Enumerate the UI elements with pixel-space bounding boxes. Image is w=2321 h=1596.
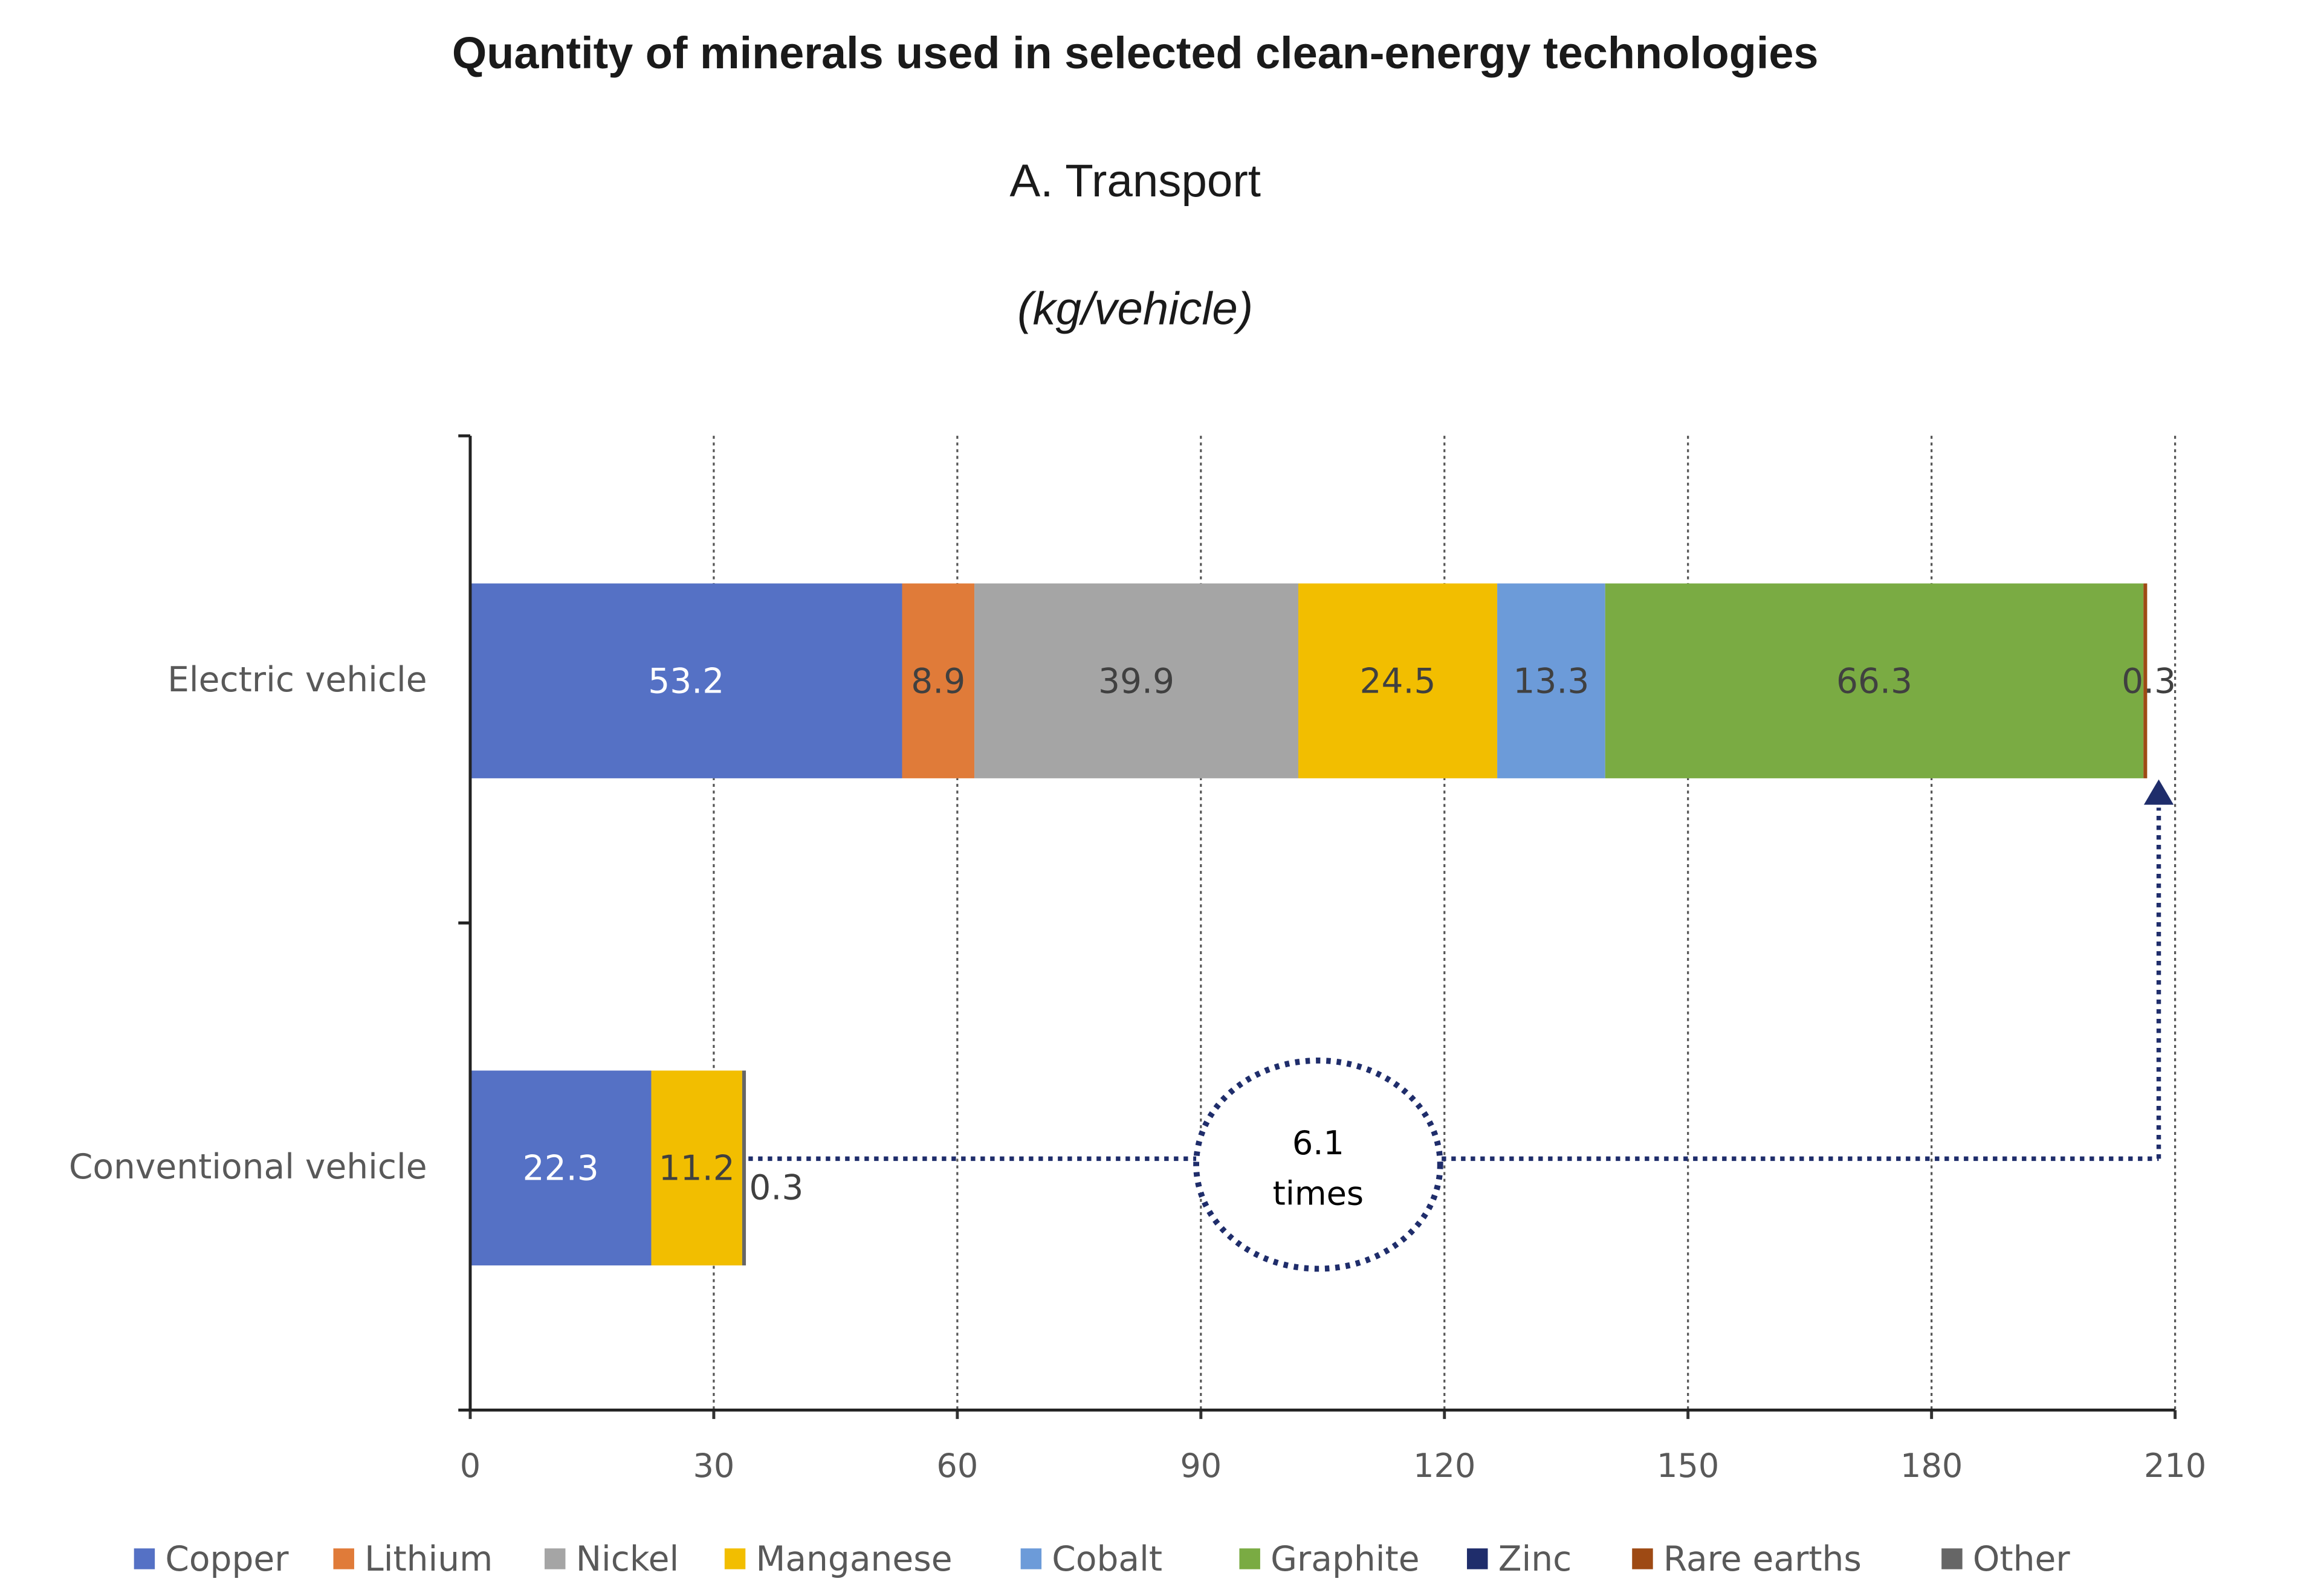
data-label: 0.3 — [749, 1168, 803, 1207]
bar-segment-nickel — [974, 583, 1298, 778]
x-tick-label: 30 — [693, 1447, 734, 1485]
legend-label: Nickel — [576, 1539, 679, 1579]
x-tick-label: 210 — [2144, 1447, 2206, 1485]
chart-title: Quantity of minerals used in selected cl… — [452, 28, 1819, 78]
legend-label: Zinc — [1498, 1539, 1572, 1579]
ratio-annotation: 6.1 times — [748, 779, 2174, 1272]
bar-segment-copper — [470, 1070, 652, 1265]
data-label: 39.9 — [1098, 661, 1174, 701]
data-label: 11.2 — [659, 1148, 735, 1188]
legend-item-other: Other — [1941, 1539, 2070, 1579]
bar-segment-manganese — [1298, 583, 1498, 778]
legend-label: Lithium — [364, 1539, 493, 1579]
data-label: 53.2 — [648, 661, 724, 701]
legend-swatch — [1467, 1548, 1488, 1569]
legend-label: Other — [1973, 1539, 2070, 1579]
data-label: 13.3 — [1513, 661, 1589, 701]
legend-item-lithium: Lithium — [333, 1539, 493, 1579]
legend-item-rare-earths: Rare earths — [1632, 1539, 1862, 1579]
category-label: Conventional vehicle — [69, 1147, 427, 1187]
annotation-label: times — [1273, 1175, 1364, 1213]
x-tick-label: 60 — [936, 1447, 978, 1485]
legend-swatch — [1632, 1548, 1653, 1569]
bar-segment-copper — [470, 583, 902, 778]
legend-label: Cobalt — [1052, 1539, 1162, 1579]
x-tick-label: 90 — [1180, 1447, 1222, 1485]
annotation-ellipse — [1193, 1058, 1443, 1272]
legend-item-zinc: Zinc — [1467, 1539, 1572, 1579]
legend-label: Manganese — [756, 1539, 953, 1579]
legend-item-cobalt: Cobalt — [1020, 1539, 1162, 1579]
x-tick-label: 180 — [1900, 1447, 1963, 1485]
chart-subtitle: A. Transport — [1009, 155, 1261, 207]
legend-swatch — [1941, 1548, 1963, 1569]
legend-item-manganese: Manganese — [724, 1539, 953, 1579]
x-tick-label: 150 — [1657, 1447, 1719, 1485]
legend-swatch — [1239, 1548, 1260, 1569]
arrow-up-icon — [2143, 779, 2174, 805]
legend-swatch — [724, 1548, 746, 1569]
data-label: 66.3 — [1836, 661, 1912, 701]
legend-swatch — [545, 1548, 566, 1569]
legend-swatch — [333, 1548, 354, 1569]
bar-segment-cobalt — [1497, 583, 1605, 778]
chart-unit: (kg/vehicle) — [1017, 283, 1253, 335]
data-label: 0.3 — [2122, 661, 2176, 701]
data-label: 22.3 — [523, 1148, 599, 1188]
legend-label: Graphite — [1271, 1539, 1419, 1579]
x-tick-label: 0 — [460, 1447, 481, 1485]
legend-label: Rare earths — [1663, 1539, 1862, 1579]
legend-item-graphite: Graphite — [1239, 1539, 1420, 1579]
bar-segment-graphite — [1605, 583, 2144, 778]
category-label: Electric vehicle — [167, 660, 427, 700]
bar-segment-manganese — [651, 1070, 742, 1265]
bar-segment-rare-earths — [2143, 583, 2148, 778]
legend: Copper Lithium Nickel Manganese Cobalt Graphi… — [134, 1539, 2070, 1579]
legend-swatch — [1020, 1548, 1042, 1569]
x-tick-label: 120 — [1413, 1447, 1475, 1485]
legend-swatch — [134, 1548, 155, 1569]
data-label: 24.5 — [1360, 661, 1436, 701]
annotation-value: 6.1 — [1292, 1124, 1344, 1162]
legend-label: Copper — [165, 1539, 289, 1579]
bar-segment-lithium — [902, 583, 975, 778]
legend-item-copper: Copper — [134, 1539, 289, 1579]
data-label: 8.9 — [911, 661, 965, 701]
legend-item-nickel: Nickel — [545, 1539, 679, 1579]
bar-segment-other — [742, 1070, 746, 1265]
